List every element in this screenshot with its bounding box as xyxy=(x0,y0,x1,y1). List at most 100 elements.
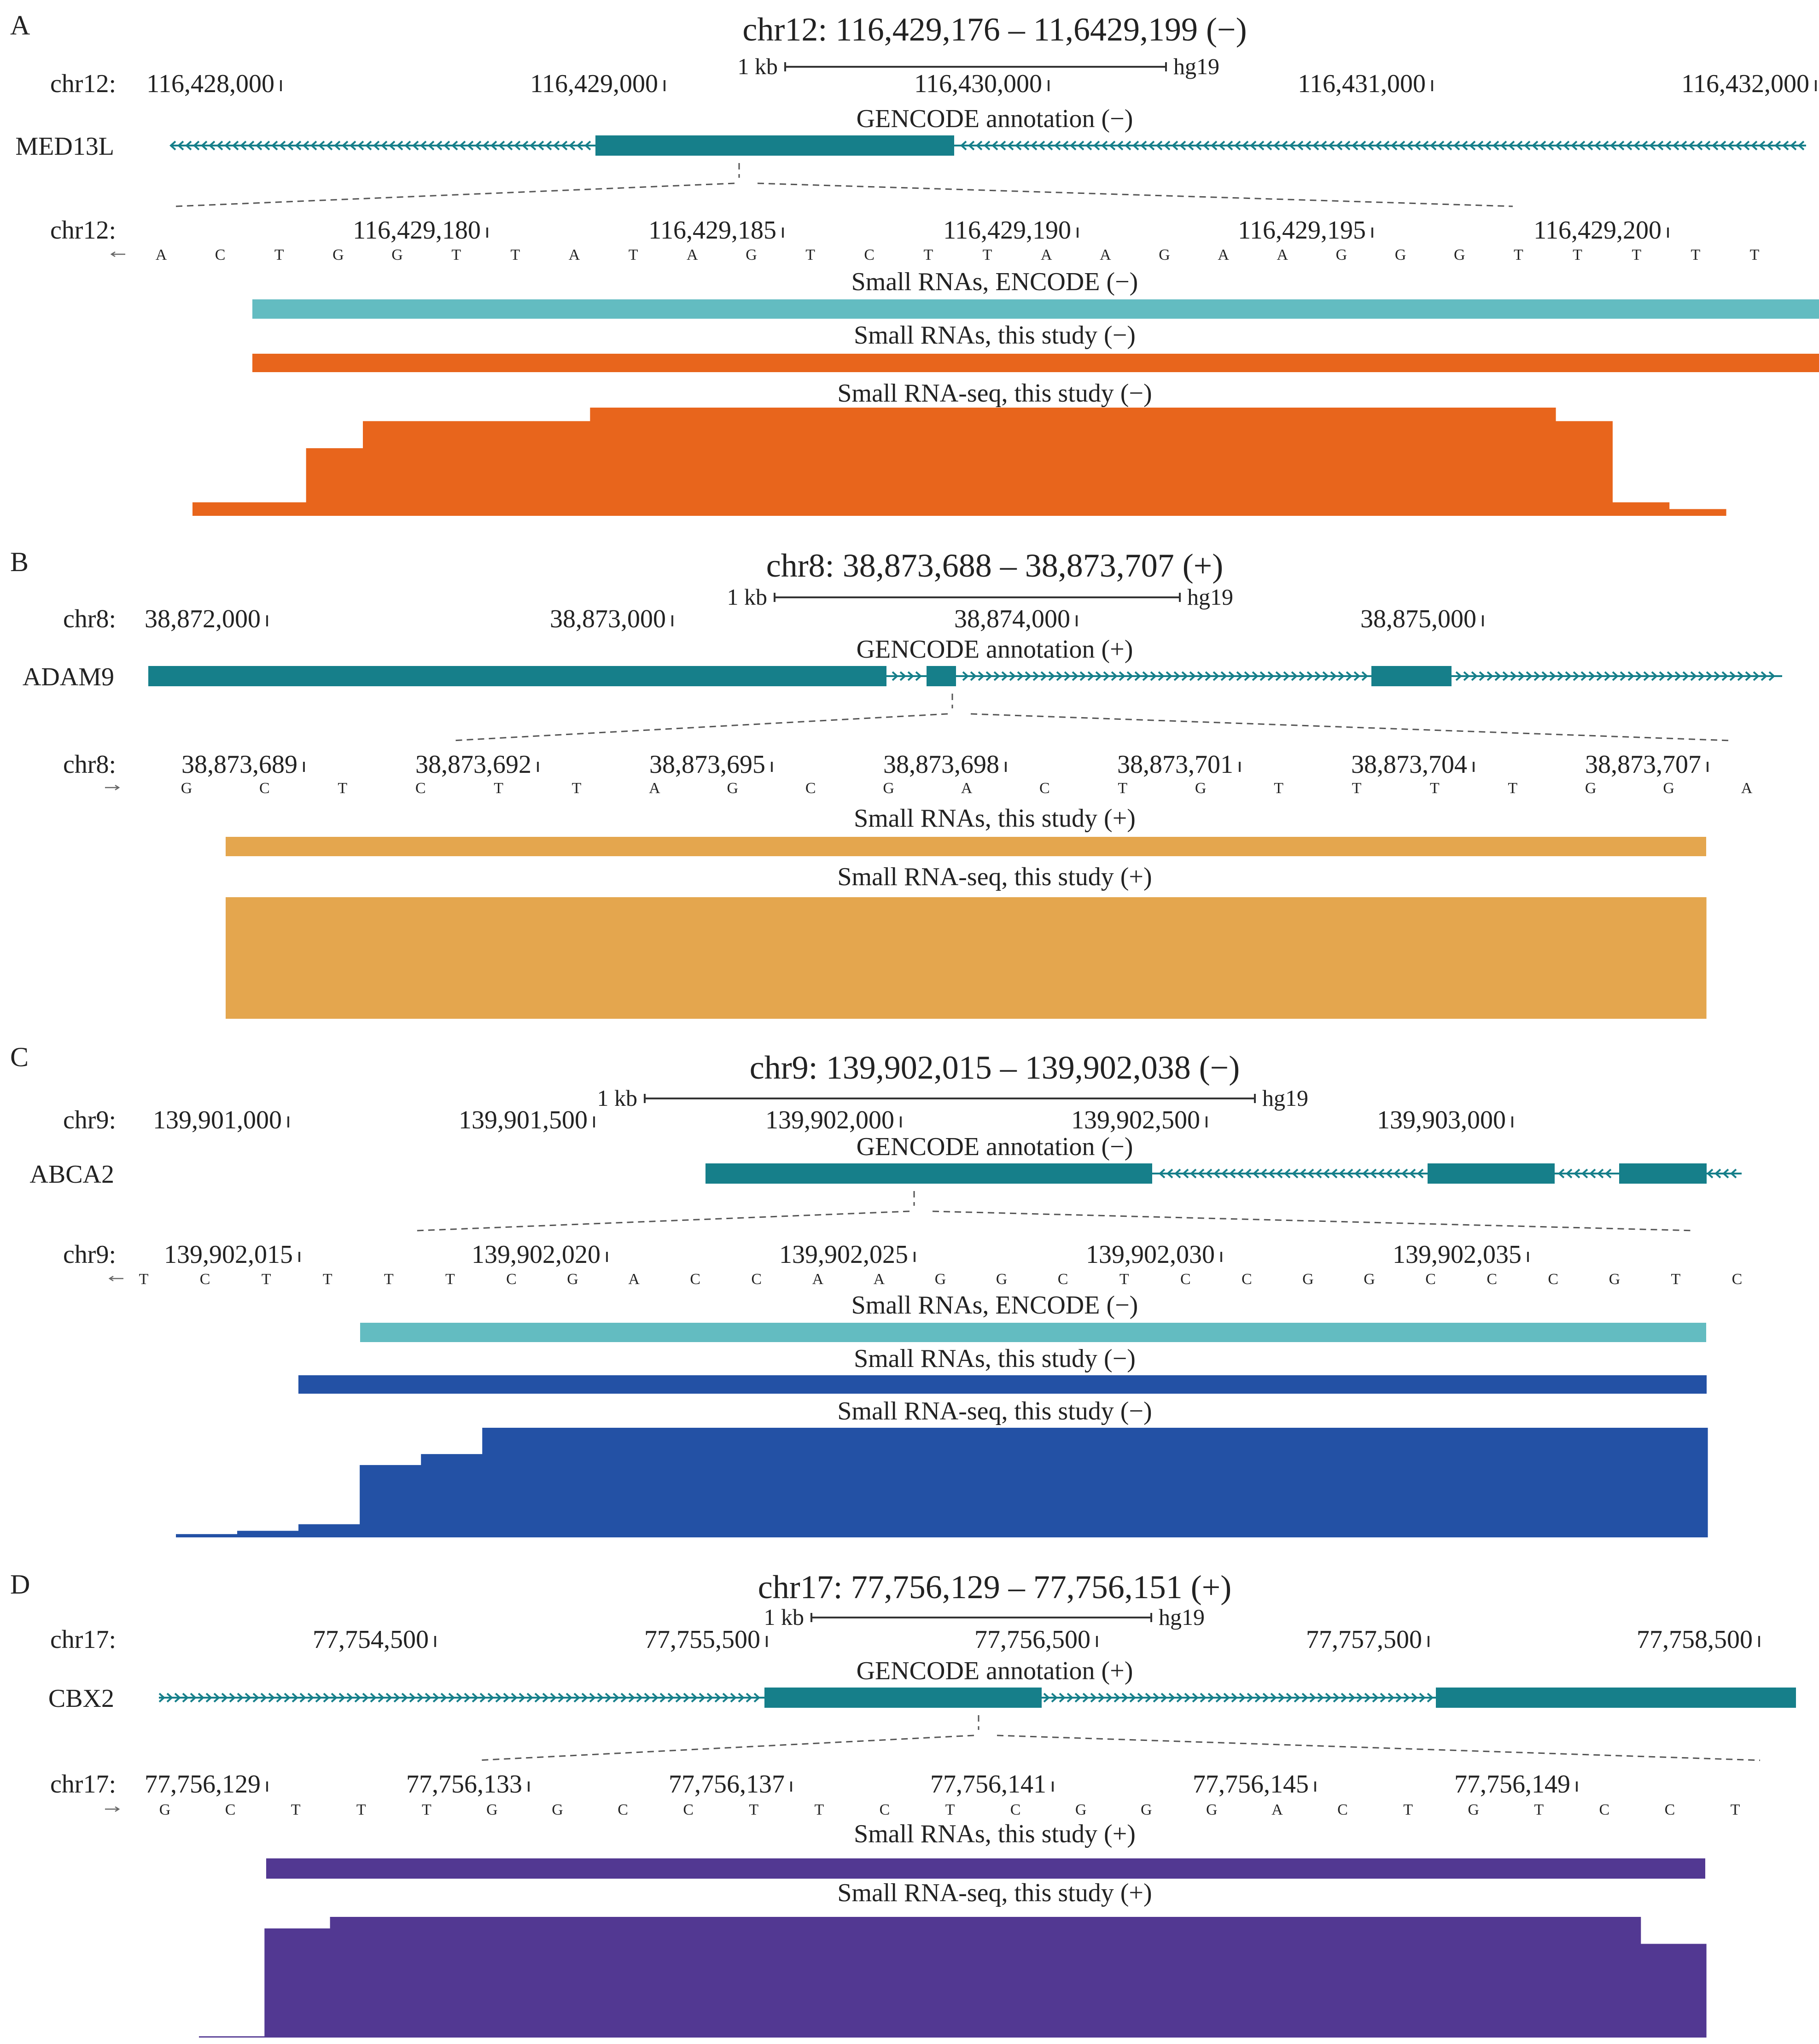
panel-label: A xyxy=(10,10,30,41)
zoom-tick-label: 139,902,035 xyxy=(1393,1240,1522,1269)
coverage-bar xyxy=(1385,408,1442,516)
coverage-bar xyxy=(931,408,988,516)
sequence-base: C xyxy=(1599,1801,1609,1818)
sequence-base: A xyxy=(1277,246,1288,263)
sequence-base: T xyxy=(510,246,520,263)
coverage-bar xyxy=(1215,408,1272,516)
coverage-bar xyxy=(647,408,704,516)
sequence-base: G xyxy=(883,780,894,797)
sequence-base: T xyxy=(749,1801,758,1818)
sequence-base: C xyxy=(1039,780,1050,797)
panel-label: B xyxy=(10,547,29,577)
gene-exon xyxy=(595,135,954,156)
track-title: Small RNAs, ENCODE (−) xyxy=(851,268,1138,296)
sequence-base: G xyxy=(159,1801,171,1818)
gene-annotation-title: GENCODE annotation (+) xyxy=(857,1657,1133,1685)
coverage-bar xyxy=(226,897,300,1019)
coverage-bar xyxy=(1498,408,1556,516)
sequence-base: C xyxy=(215,246,226,263)
zoom-tick-label: 77,756,129 xyxy=(145,1770,261,1799)
gene-exon xyxy=(927,666,956,686)
track-title: Small RNA-seq, this study (+) xyxy=(837,1879,1152,1907)
coverage-bar xyxy=(595,897,670,1019)
coverage-bar xyxy=(1247,1917,1313,2038)
ruler-tick-label: 77,758,500 xyxy=(1637,1625,1753,1654)
sequence-base: G xyxy=(1141,1801,1152,1818)
coverage-bar xyxy=(670,897,744,1019)
ruler-tick-label: 139,901,500 xyxy=(459,1106,588,1134)
coverage-bar xyxy=(1095,1428,1157,1537)
zoom-tick-label: 116,429,180 xyxy=(353,216,481,245)
sequence-base: T xyxy=(572,780,582,797)
sequence-base: G xyxy=(391,246,403,263)
ruler-tick-label: 139,901,000 xyxy=(153,1106,282,1134)
sequence-base: T xyxy=(1632,246,1641,263)
zoom-tick-label: 38,873,698 xyxy=(883,750,999,779)
region-title: chr9: 139,902,015 – 139,902,038 (−) xyxy=(750,1049,1240,1086)
sequence-base: G xyxy=(1468,1801,1479,1818)
sequence-base: G xyxy=(727,780,739,797)
sequence-base: T xyxy=(445,1271,455,1288)
sequence-base: A xyxy=(156,246,167,263)
zoom-connector xyxy=(478,1734,1761,1761)
coverage-bar xyxy=(1462,1428,1524,1537)
coverage-bar xyxy=(1646,1428,1708,1537)
zoom-tick-label: 38,873,692 xyxy=(415,750,531,779)
coverage-bar xyxy=(306,448,363,516)
sequence-base: T xyxy=(1731,1801,1740,1818)
gene-name: CBX2 xyxy=(48,1684,114,1713)
coverage-bar xyxy=(482,1428,544,1537)
coverage-bar xyxy=(1101,408,1159,516)
sequence-base: G xyxy=(996,1271,1008,1288)
coverage-bar xyxy=(817,408,875,516)
sequence-base: A xyxy=(1100,246,1111,263)
sequence-base: A xyxy=(687,246,698,263)
sequence-base: T xyxy=(1671,1271,1681,1288)
coverage-bar xyxy=(448,897,522,1019)
coverage-bar xyxy=(421,1454,483,1537)
sequence-base: T xyxy=(1514,246,1523,263)
coverage-bar xyxy=(1156,1428,1218,1537)
coverage-bar xyxy=(854,1917,920,2038)
zoom-tick-label: 77,756,149 xyxy=(1454,1770,1570,1799)
sequence-base: G xyxy=(1159,246,1170,263)
assembly-label: hg19 xyxy=(1187,584,1233,610)
coverage-bar xyxy=(592,1917,658,2038)
gene-annotation-title: GENCODE annotation (−) xyxy=(857,1133,1133,1161)
sequence-base: T xyxy=(1352,780,1362,797)
zoom-tick-label: 116,429,195 xyxy=(1238,216,1366,245)
zoom-tick-label: 38,873,695 xyxy=(649,750,765,779)
sequence-base: T xyxy=(451,246,461,263)
coverage-bar xyxy=(850,1428,912,1537)
coverage-bar xyxy=(1313,1917,1379,2038)
zoom-chr-label: chr12: xyxy=(50,216,116,245)
ruler-tick-label: 38,875,000 xyxy=(1360,605,1476,633)
sequence-base: C xyxy=(1058,1271,1068,1288)
coverage-bar xyxy=(1040,897,1114,1019)
sequence-base: T xyxy=(262,1271,271,1288)
scale-label: 1 kb xyxy=(727,584,768,610)
coverage-bar xyxy=(892,897,967,1019)
coverage-bar xyxy=(192,502,250,516)
coverage-bar xyxy=(1556,421,1613,516)
sequence-base: T xyxy=(924,246,933,263)
assembly-label: hg19 xyxy=(1173,53,1219,79)
small-rna-bar xyxy=(266,1858,1705,1879)
sequence-base: C xyxy=(225,1801,236,1818)
zoom-connector xyxy=(452,713,1732,742)
coverage-bar xyxy=(1044,408,1102,516)
sequence-base: C xyxy=(200,1271,210,1288)
coverage-bar xyxy=(1188,897,1263,1019)
sequence-base: T xyxy=(1430,780,1440,797)
coverage-bar xyxy=(1271,408,1329,516)
sequence-base: T xyxy=(494,780,503,797)
zoom-tick-label: 139,902,030 xyxy=(1086,1240,1215,1269)
coverage-bar xyxy=(1669,509,1726,516)
coverage-bar xyxy=(522,897,596,1019)
sequence-base: A xyxy=(1271,1801,1283,1818)
zoom-tick-label: 38,873,704 xyxy=(1351,750,1467,779)
coverage-bar xyxy=(176,1534,238,1537)
sequence-base: A xyxy=(649,780,660,797)
coverage-bar xyxy=(1632,897,1707,1019)
gene-exon xyxy=(148,666,886,686)
